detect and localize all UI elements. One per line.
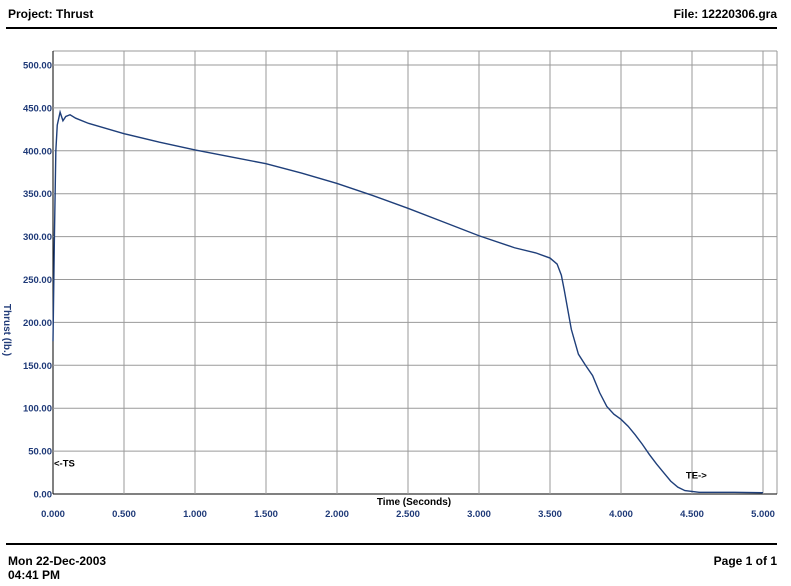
header-divider — [6, 27, 777, 29]
file-name: File: 12220306.gra — [673, 7, 777, 21]
x-tick-label: 2.500 — [396, 509, 420, 520]
project-title: Project: Thrust — [8, 7, 94, 21]
x-tick-label: 3.000 — [467, 509, 491, 520]
y-tick-label: 500.00 — [23, 61, 52, 72]
thrust-end-marker: TE-> — [686, 471, 707, 482]
x-tick-label: 0.000 — [41, 509, 65, 520]
print-timestamp: Mon 22-Dec-2003 04:41 PM — [8, 554, 106, 582]
chart-grid — [52, 50, 778, 495]
y-tick-label: 100.00 — [23, 404, 52, 415]
thrust-start-marker: <-TS — [54, 459, 75, 470]
footer-divider — [6, 543, 777, 545]
chart-annotations: <-TS TE-> — [54, 459, 707, 482]
x-tick-label: 2.000 — [325, 509, 349, 520]
y-tick-label: 400.00 — [23, 146, 52, 157]
x-axis-ticks: 0.000 0.500 1.000 1.500 2.000 2.500 3.000 3.500… — [41, 509, 775, 520]
y-tick-label: 150.00 — [23, 361, 52, 372]
print-date: Mon 22-Dec-2003 — [8, 554, 107, 568]
y-tick-label: 300.00 — [23, 232, 52, 243]
x-tick-label: 1.500 — [254, 509, 278, 520]
y-axis-label: Thrust (lb.) — [1, 304, 12, 356]
x-tick-label: 4.500 — [680, 509, 704, 520]
x-axis-label: Time (Seconds) — [377, 497, 451, 508]
y-tick-label: 0.00 — [34, 490, 53, 501]
thrust-series-line — [52, 109, 764, 494]
y-tick-label: 200.00 — [23, 318, 52, 329]
y-tick-label: 250.00 — [23, 275, 52, 286]
x-tick-label: 0.500 — [112, 509, 136, 520]
y-tick-label: 450.00 — [23, 103, 52, 114]
x-tick-label: 4.000 — [609, 509, 633, 520]
x-tick-label: 3.500 — [538, 509, 562, 520]
x-tick-label: 5.000 — [751, 509, 775, 520]
x-tick-label: 1.000 — [183, 509, 207, 520]
page-indicator: Page 1 of 1 — [713, 554, 777, 568]
print-time: 04:41 PM — [8, 568, 61, 582]
y-tick-label: 50.00 — [28, 447, 52, 458]
y-tick-label: 350.00 — [23, 189, 52, 200]
y-axis-ticks: 0.00 50.00 100.00 150.00 200.00 250.00 300.00 3… — [23, 61, 52, 501]
